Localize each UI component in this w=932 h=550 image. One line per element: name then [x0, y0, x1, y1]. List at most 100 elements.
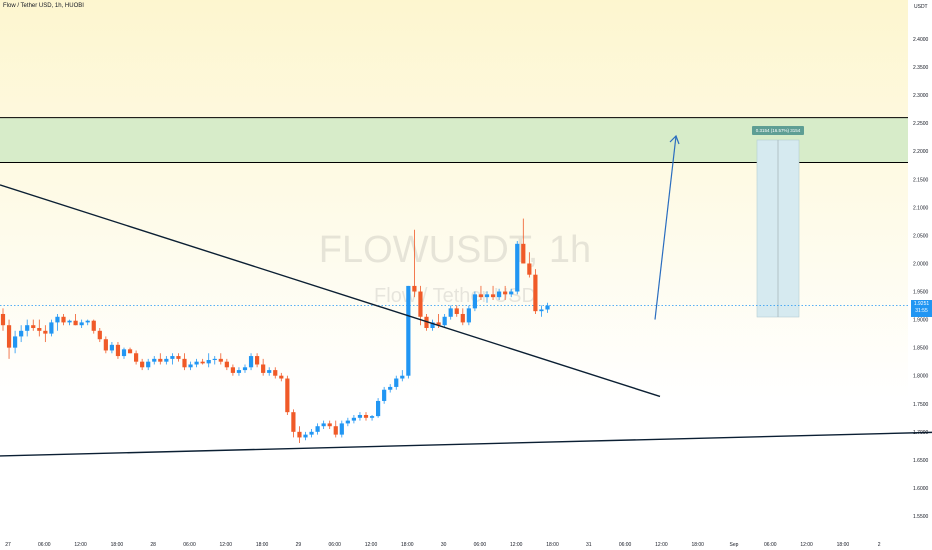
candle-body: [267, 370, 272, 373]
axis-currency-label: USDT: [914, 4, 928, 10]
candle-body: [73, 320, 78, 326]
candle-body: [527, 263, 532, 275]
y-tick-label: 1.8000: [913, 374, 929, 380]
candle-body: [430, 322, 435, 329]
candle-body: [321, 423, 326, 427]
candle-body: [315, 426, 320, 432]
candle-body: [466, 308, 471, 323]
watermark-description: Flow / Tether USD: [374, 285, 536, 307]
candle-body: [146, 361, 151, 368]
x-tick-label: 06:00: [474, 542, 487, 548]
candle-body: [490, 294, 496, 298]
x-tick-label: 30: [441, 542, 447, 548]
candle-body: [152, 358, 157, 362]
projection-arrow: [654, 135, 677, 320]
x-tick-label: 27: [5, 542, 11, 548]
candle-body: [182, 358, 187, 368]
y-tick-label: 2.0000: [913, 261, 929, 267]
last-price-badge: 1.9251 31:55: [911, 300, 932, 317]
y-tick-label: 2.1500: [913, 177, 929, 183]
chart-header: Flow / Tether USD, 1h, HUOBI: [3, 3, 84, 9]
candle-body: [224, 361, 229, 368]
x-tick-label: 12:00: [655, 542, 668, 548]
candle-body: [297, 431, 302, 438]
x-tick-label: 06:00: [328, 542, 341, 548]
x-tick-label: 18:00: [256, 542, 269, 548]
y-tick-label: 1.6000: [913, 486, 929, 492]
x-tick-label: 18:00: [837, 542, 850, 548]
x-tick-label: 06:00: [38, 542, 51, 548]
last-price-value: 1.9251: [913, 301, 930, 307]
y-tick-label: 2.2000: [913, 149, 929, 155]
candle-body: [497, 291, 502, 298]
candle-body: [85, 320, 90, 323]
bar-countdown: 31:55: [915, 308, 928, 314]
candle-body: [382, 389, 387, 401]
x-tick-label: 06:00: [183, 542, 196, 548]
candle-body: [127, 349, 133, 354]
y-tick-label: 1.5500: [913, 514, 929, 520]
y-tick-label: 1.7000: [913, 430, 929, 436]
candle-body: [25, 325, 30, 331]
x-tick-label: 18:00: [546, 542, 559, 548]
x-tick-label: 12:00: [800, 542, 813, 548]
candle-body: [37, 328, 42, 331]
candle-body: [109, 344, 114, 351]
candle-body: [6, 325, 12, 348]
chart-background: [0, 0, 908, 532]
candle-body: [406, 285, 411, 376]
x-tick-label: 06:00: [619, 542, 632, 548]
candle-body: [230, 367, 235, 373]
x-tick-label: 2: [878, 542, 881, 548]
candle-body: [140, 361, 145, 368]
candle-body: [515, 243, 520, 292]
candle-body: [255, 356, 260, 365]
candle-body: [212, 358, 217, 360]
candle-body: [460, 313, 465, 323]
y-tick-label: 2.0500: [913, 233, 929, 239]
candle-body: [67, 320, 72, 323]
x-tick-label: 31: [586, 542, 592, 548]
candle-body: [158, 358, 163, 362]
resistance-zone: [0, 117, 908, 163]
candle-body: [484, 294, 490, 298]
candle-body: [97, 330, 102, 340]
candle-body: [303, 434, 308, 438]
candle-body: [31, 325, 36, 329]
candle-body: [242, 367, 248, 371]
candle-body: [345, 420, 350, 424]
projection-arrowhead: [669, 134, 680, 145]
candle-body: [339, 423, 344, 435]
candle-body: [13, 336, 18, 348]
candle-body: [533, 274, 538, 312]
candle-body: [200, 361, 205, 364]
y-tick-label: 1.9000: [913, 318, 929, 324]
y-tick-label: 1.9500: [913, 290, 929, 296]
candle-body: [309, 431, 314, 435]
descending-trendline: [0, 184, 661, 398]
candle-body: [61, 316, 66, 323]
x-tick-label: 12:00: [510, 542, 523, 548]
candle-body: [472, 294, 477, 309]
candle-body: [291, 412, 296, 432]
candle-body: [194, 361, 199, 365]
candle-body: [248, 356, 254, 368]
x-tick-label: 12:00: [220, 542, 233, 548]
candle-body: [478, 294, 484, 298]
candle-body: [273, 370, 278, 376]
x-tick-label: 29: [296, 542, 302, 548]
candle-body: [400, 375, 405, 379]
x-tick-label: 18:00: [691, 542, 704, 548]
candle-body: [521, 243, 526, 264]
candle-body: [545, 305, 550, 310]
x-tick-label: 12:00: [74, 542, 87, 548]
measure-label: 0.3154 (16.57%) 3154: [752, 126, 804, 135]
candle-body: [351, 417, 356, 421]
candle-body: [49, 322, 54, 334]
candle-body: [376, 400, 381, 417]
candle-body: [0, 313, 6, 326]
candle-body: [454, 308, 459, 314]
x-tick-label: 18:00: [401, 542, 414, 548]
